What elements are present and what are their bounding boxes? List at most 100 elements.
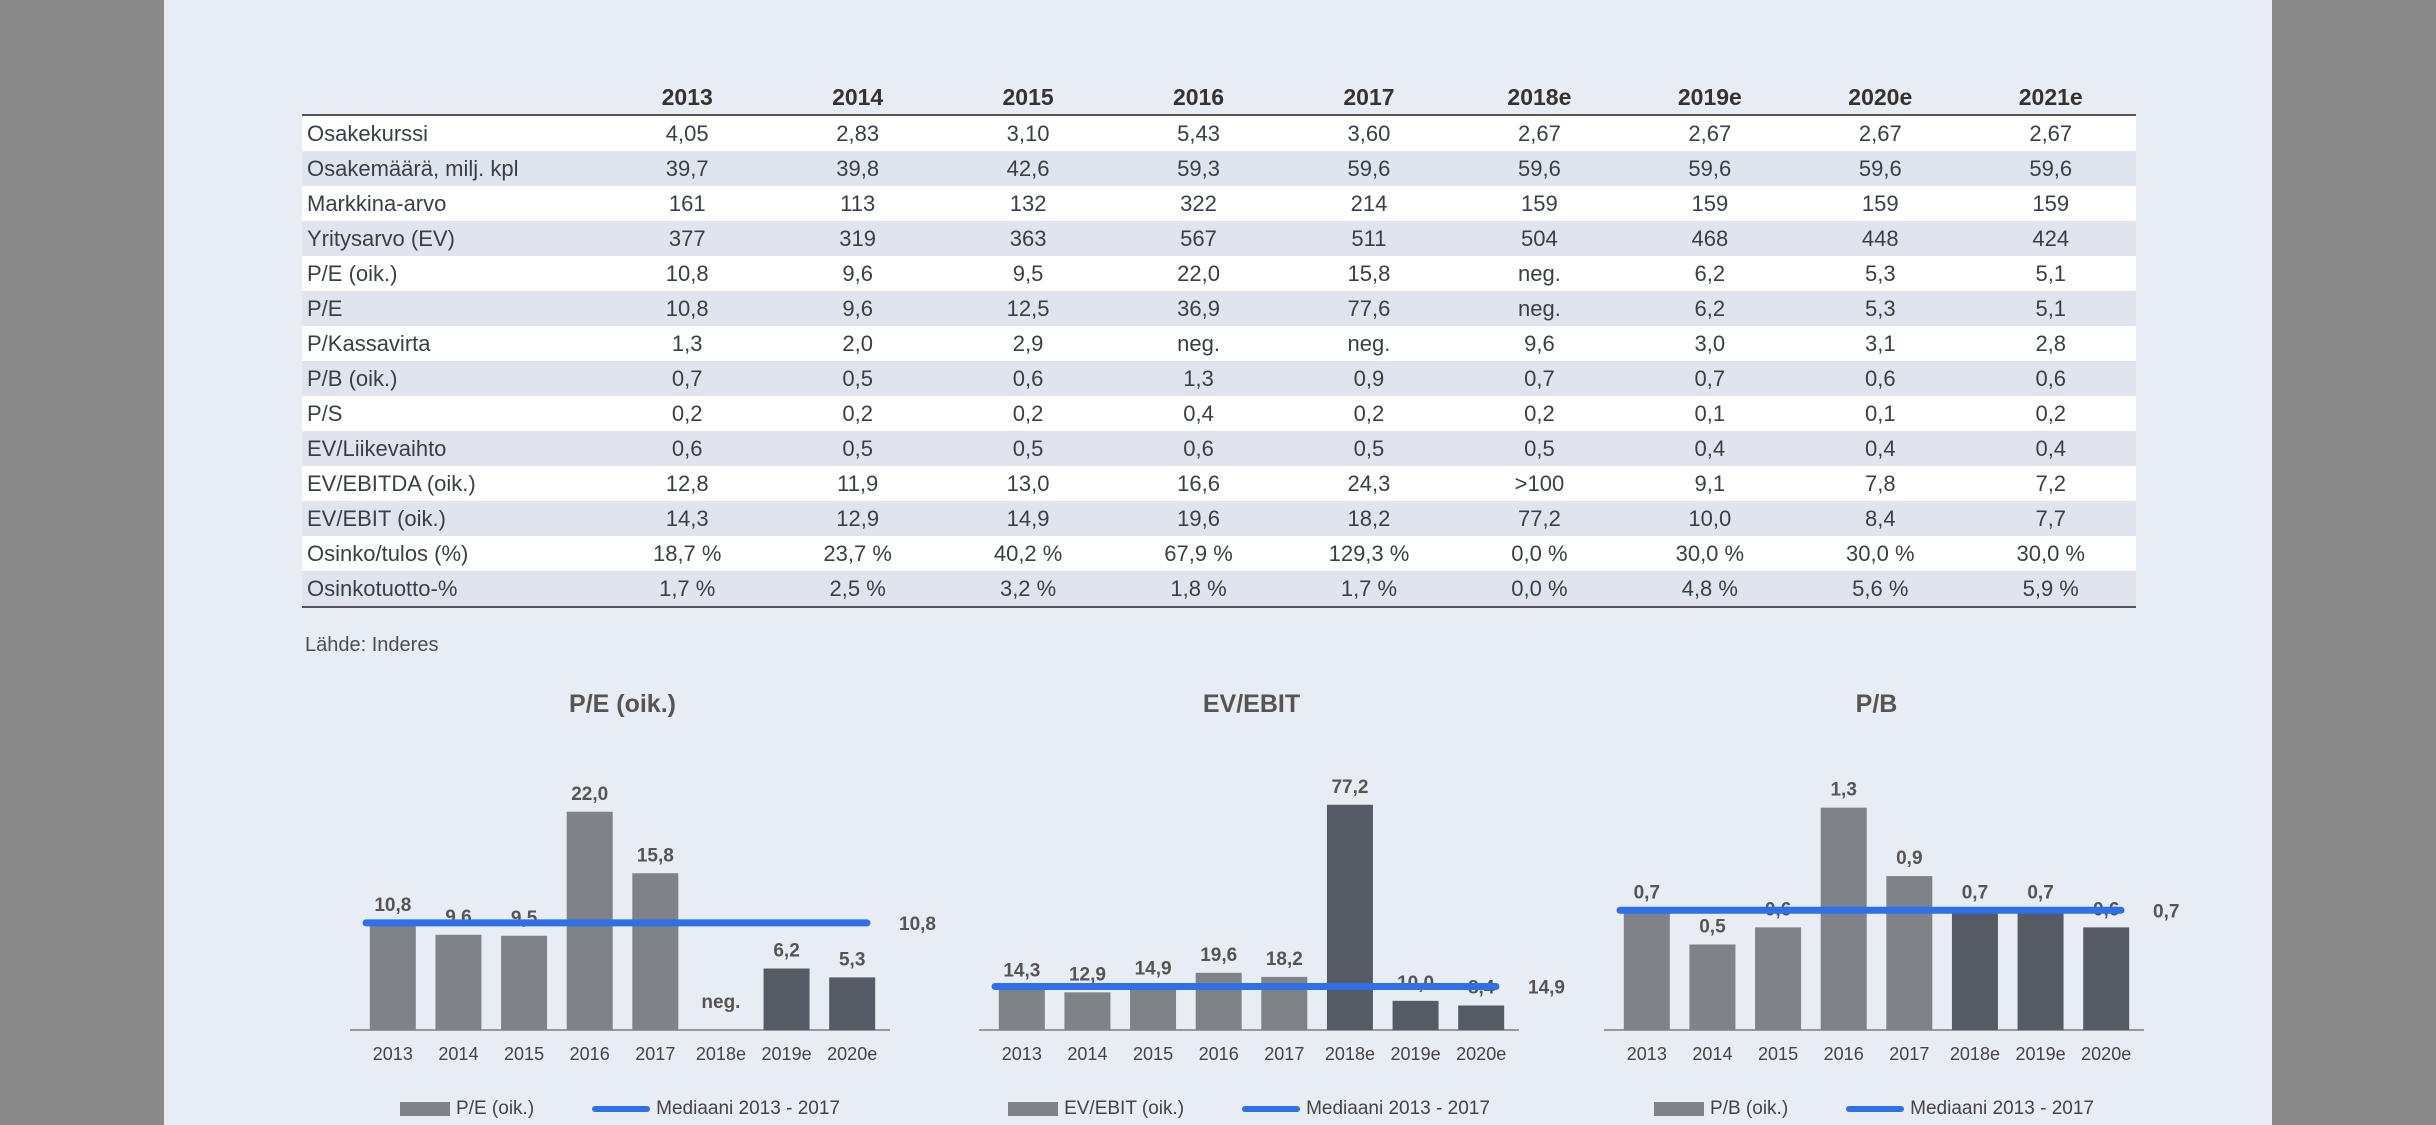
- table-cell: 0,0 %: [1454, 571, 1625, 608]
- x-tick-label: 2020e: [827, 1044, 877, 1064]
- table-cell: 214: [1283, 186, 1455, 221]
- table-cell: 0,5: [772, 361, 943, 396]
- table-cell: 12,8: [602, 466, 773, 501]
- data-label: 77,2: [1331, 777, 1368, 798]
- table-cell: 0,4: [1624, 431, 1796, 466]
- x-tick-label: 2019e: [2016, 1044, 2066, 1064]
- header-cell: 2020e: [1795, 80, 1966, 116]
- table-cell: 159: [1624, 186, 1796, 221]
- table-cell: 30,0 %: [1965, 536, 2136, 571]
- data-label: 0,7: [2027, 882, 2053, 903]
- bar: [435, 934, 482, 1030]
- row-label: Osakemäärä, milj. kpl: [302, 151, 602, 186]
- header-cell: 2017: [1283, 80, 1455, 116]
- row-label: Markkina-arvo: [302, 186, 602, 221]
- table-row: P/E (oik.) 10,8 9,6 9,5 22,0 15,8 neg. 6,2 5,3 5,…: [302, 256, 2136, 291]
- table-cell: 13,0: [942, 466, 1114, 501]
- x-tick-label: 2015: [504, 1044, 544, 1064]
- table-cell: 2,8: [1965, 326, 2136, 361]
- bar: [1886, 876, 1933, 1030]
- table-cell: 15,8: [1283, 256, 1455, 291]
- table-cell: 159: [1965, 186, 2136, 221]
- legend-bar-entry: P/E (oik.): [400, 1098, 534, 1120]
- table-cell: 3,1: [1795, 326, 1966, 361]
- table-cell: 2,5 %: [772, 571, 943, 608]
- table-cell: 468: [1624, 221, 1796, 256]
- table-cell: 23,7 %: [772, 536, 943, 571]
- table-row: Markkina-arvo 161 113 132 322 214 159 159 159 159: [302, 186, 2136, 221]
- bar: [632, 873, 679, 1030]
- table-cell: 0,2: [772, 396, 943, 431]
- bar-swatch: [1654, 1102, 1705, 1116]
- data-label: 22,0: [571, 784, 608, 805]
- table-cell: 0,6: [602, 431, 773, 466]
- chart-title: EV/EBIT: [1203, 690, 1300, 718]
- table-cell: 0,6: [1965, 361, 2136, 396]
- table-cell: 113: [772, 186, 943, 221]
- table-cell: 22,0: [1113, 256, 1284, 291]
- table-cell: 7,2: [1965, 466, 2136, 501]
- table-cell: 4,05: [602, 115, 773, 151]
- table-cell: 2,0: [772, 326, 943, 361]
- table-row: EV/Liikevaihto 0,6 0,5 0,5 0,6 0,5 0,5 0,4 0,4 0,…: [302, 431, 2136, 466]
- chart-svg: P/B0,720130,520140,620151,320160,920170,…: [1604, 690, 2179, 1064]
- table-cell: 0,7: [1624, 361, 1796, 396]
- data-label: 14,9: [1135, 959, 1172, 980]
- table-cell: 59,3: [1113, 151, 1284, 186]
- table-cell: 7,7: [1965, 501, 2136, 536]
- bar: [1195, 972, 1242, 1030]
- valuation-table: 2013 2014 2015 2016 2017 2018e 2019e 202…: [302, 80, 2136, 608]
- table-cell: 3,2 %: [942, 571, 1114, 608]
- bar-swatch: [400, 1102, 451, 1116]
- table-cell: 0,2: [942, 396, 1114, 431]
- table-cell: 322: [1113, 186, 1284, 221]
- table-cell: 59,6: [1795, 151, 1966, 186]
- data-label: 12,9: [1069, 964, 1106, 985]
- bar: [1689, 944, 1736, 1030]
- table-cell: 10,8: [602, 291, 773, 326]
- report-page: 2013 2014 2015 2016 2017 2018e 2019e 202…: [164, 0, 2272, 1125]
- table-cell: 0,4: [1965, 431, 2136, 466]
- table-cell: 0,2: [1454, 396, 1625, 431]
- data-label: 14,3: [1003, 960, 1040, 981]
- data-label: 0,9: [1896, 848, 1922, 869]
- x-tick-label: 2014: [1067, 1044, 1107, 1064]
- x-tick-label: 2014: [1692, 1044, 1732, 1064]
- table-row: Osakekurssi 4,05 2,83 3,10 5,43 3,60 2,67 2,67 2…: [302, 115, 2136, 151]
- table-cell: 24,3: [1283, 466, 1455, 501]
- legend-bar-entry: P/B (oik.): [1654, 1098, 1788, 1120]
- data-label: 1,3: [1830, 780, 1856, 801]
- table-cell: 567: [1113, 221, 1284, 256]
- table-cell: 40,2 %: [942, 536, 1114, 571]
- x-tick-label: 2018e: [1325, 1044, 1375, 1064]
- header-cell: [302, 80, 602, 116]
- source-note: Lähde: Inderes: [305, 634, 439, 656]
- row-label: Yritysarvo (EV): [302, 221, 602, 256]
- row-label: P/E (oik.): [302, 256, 602, 291]
- median-label: 14,9: [1528, 978, 1565, 999]
- bar: [1623, 910, 1670, 1030]
- legend-label: Mediaani 2013 - 2017: [656, 1098, 840, 1119]
- x-tick-label: 2015: [1758, 1044, 1798, 1064]
- legend-line-entry: Mediaani 2013 - 2017: [1242, 1098, 1490, 1120]
- table-cell: 0,1: [1795, 396, 1966, 431]
- table-cell: 161: [602, 186, 773, 221]
- table-cell: 0,4: [1795, 431, 1966, 466]
- header-cell: 2018e: [1454, 80, 1625, 116]
- bar: [1392, 1000, 1439, 1030]
- table-cell: 0,7: [1454, 361, 1625, 396]
- table-cell: 67,9 %: [1113, 536, 1284, 571]
- bar-swatch: [1008, 1102, 1059, 1116]
- table-row: P/Kassavirta 1,3 2,0 2,9 neg. neg. 9,6 3,0 3,1 2,…: [302, 326, 2136, 361]
- table-cell: 0,5: [1454, 431, 1625, 466]
- table-cell: 2,67: [1454, 115, 1625, 151]
- x-tick-label: 2015: [1133, 1044, 1173, 1064]
- table-cell: 1,3: [602, 326, 773, 361]
- bar: [1458, 1005, 1505, 1030]
- bar: [1951, 910, 1998, 1030]
- table-cell: 0,2: [602, 396, 773, 431]
- table-cell: 5,43: [1113, 115, 1284, 151]
- table-row: P/B (oik.) 0,7 0,5 0,6 1,3 0,9 0,7 0,7 0,6 0,6: [302, 361, 2136, 396]
- table-cell: 2,67: [1624, 115, 1796, 151]
- legend-label: Mediaani 2013 - 2017: [1306, 1098, 1490, 1119]
